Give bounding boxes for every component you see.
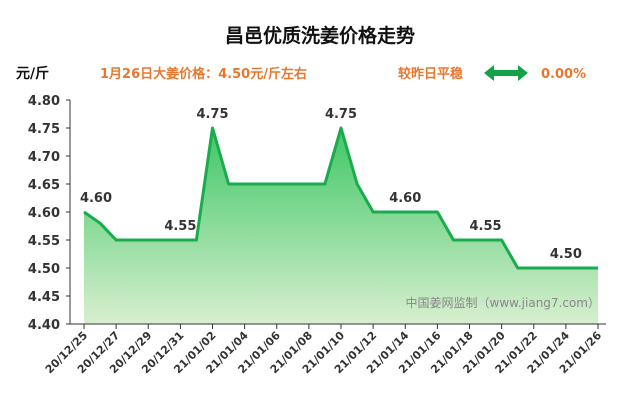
change-percent: 0.00% — [541, 67, 586, 82]
data-label: 4.55 — [164, 219, 196, 234]
data-label: 4.55 — [470, 219, 502, 234]
data-label: 4.60 — [389, 191, 421, 206]
price-area — [84, 128, 598, 324]
y-tick-label: 4.70 — [28, 150, 60, 165]
y-tick-label: 4.80 — [28, 94, 60, 109]
y-tick-label: 4.40 — [28, 318, 60, 333]
data-label: 4.50 — [550, 247, 582, 262]
y-tick-label: 4.45 — [28, 290, 60, 305]
price-line — [83, 126, 598, 270]
double-arrow-icon — [484, 65, 528, 81]
data-label: 4.75 — [325, 107, 357, 122]
watermark: 中国姜网监制（www.jiang7.com） — [406, 295, 600, 310]
chart-title: 昌邑优质洗姜价格走势 — [225, 24, 415, 47]
y-ticks: 4.80 4.75 4.70 4.65 4.60 4.55 4.50 4.45 4.40 — [28, 94, 70, 333]
y-tick-label: 4.55 — [28, 234, 60, 249]
compare-label: 较昨日平稳 — [398, 66, 463, 82]
y-axis-unit: 元/斤 — [16, 65, 49, 82]
data-label: 4.75 — [196, 107, 228, 122]
y-tick-label: 4.65 — [28, 178, 60, 193]
y-tick-label: 4.60 — [28, 206, 60, 221]
y-tick-label: 4.50 — [28, 262, 60, 277]
data-label: 4.60 — [80, 191, 112, 206]
y-tick-label: 4.75 — [28, 122, 60, 137]
data-labels: 4.60 4.55 4.75 4.75 4.60 4.55 4.50 — [80, 107, 582, 262]
x-ticks: 20/12/2520/12/2720/12/2920/12/3121/01/02… — [43, 324, 604, 376]
price-info: 1月26日大姜价格：4.50元/斤左右 — [100, 66, 307, 82]
